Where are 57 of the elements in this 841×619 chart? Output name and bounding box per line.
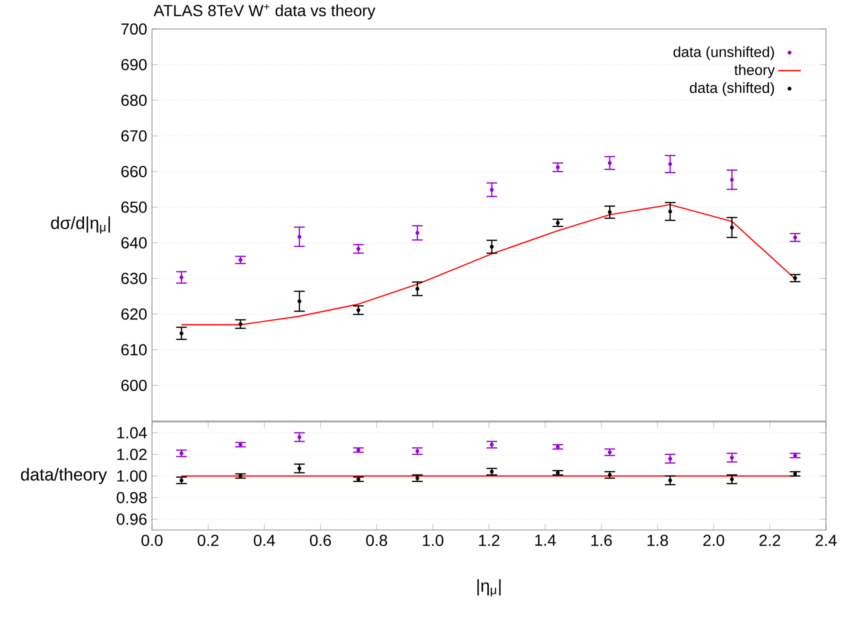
legend-label: data (shifted) xyxy=(690,82,774,96)
point xyxy=(298,435,302,439)
y-tick-label: 700 xyxy=(121,23,147,35)
point xyxy=(668,456,672,461)
point xyxy=(608,161,612,165)
y-tick-label: 640 xyxy=(121,237,147,248)
y-tick-label: 610 xyxy=(121,344,147,356)
legend-label: theory xyxy=(734,64,775,78)
x-tick-label: 0.2 xyxy=(198,534,218,546)
point xyxy=(298,234,302,239)
x-tick-label: 2.0 xyxy=(703,534,724,546)
y-tick-label: 670 xyxy=(121,130,147,142)
legend-label: data (unshifted) xyxy=(674,46,774,60)
point xyxy=(490,244,494,249)
point xyxy=(608,210,612,214)
x-tick-label: 1.4 xyxy=(535,534,556,546)
y-axis-title: dσ/d|η$_{μ}$| xyxy=(51,216,110,234)
x-tick-label: 2.2 xyxy=(760,534,780,546)
chart-title: ATLAS 8TeV W$^{+}$ data vs theory xyxy=(154,4,376,20)
x-tick-label: 1.8 xyxy=(648,534,668,546)
x-tick-label: 0.8 xyxy=(366,534,388,546)
x-tick-label: 0.4 xyxy=(254,534,275,546)
y-tick-label: 660 xyxy=(121,166,147,178)
x-tick-label: 1.0 xyxy=(422,534,444,546)
point xyxy=(490,188,494,192)
point xyxy=(668,162,672,166)
y-tick-label: 0.96 xyxy=(116,514,147,525)
y-axis-title: data/theory xyxy=(21,468,107,484)
y-tick-label: 630 xyxy=(121,272,147,284)
y-tick-label: 680 xyxy=(121,94,147,106)
point xyxy=(298,466,302,470)
point xyxy=(668,210,672,214)
point xyxy=(416,230,420,235)
point xyxy=(180,331,184,336)
point xyxy=(180,276,184,280)
x-tick-label: 0.6 xyxy=(310,534,331,546)
y-tick-label: 1.00 xyxy=(117,470,147,482)
line-series xyxy=(180,204,796,326)
y-tick-label: 0.98 xyxy=(116,492,147,504)
y-tick-label: 1.02 xyxy=(117,448,146,460)
y-tick-label: 1.04 xyxy=(117,427,147,438)
x-axis-title: |η$_{μ}$| xyxy=(477,579,501,596)
point xyxy=(730,178,734,182)
point xyxy=(298,299,302,304)
y-tick-label: 690 xyxy=(121,58,147,70)
y-tick-label: 620 xyxy=(121,308,147,320)
point xyxy=(730,226,734,230)
y-tick-label: 650 xyxy=(121,202,147,213)
point xyxy=(730,477,734,482)
x-tick-label: 0.0 xyxy=(142,534,163,546)
point xyxy=(416,286,420,291)
y-tick-label: 600 xyxy=(121,380,147,392)
x-tick-label: 2.4 xyxy=(816,534,837,546)
x-tick-label: 1.6 xyxy=(591,534,612,546)
point xyxy=(238,322,242,326)
point xyxy=(356,247,360,251)
x-tick-label: 1.2 xyxy=(479,534,500,546)
